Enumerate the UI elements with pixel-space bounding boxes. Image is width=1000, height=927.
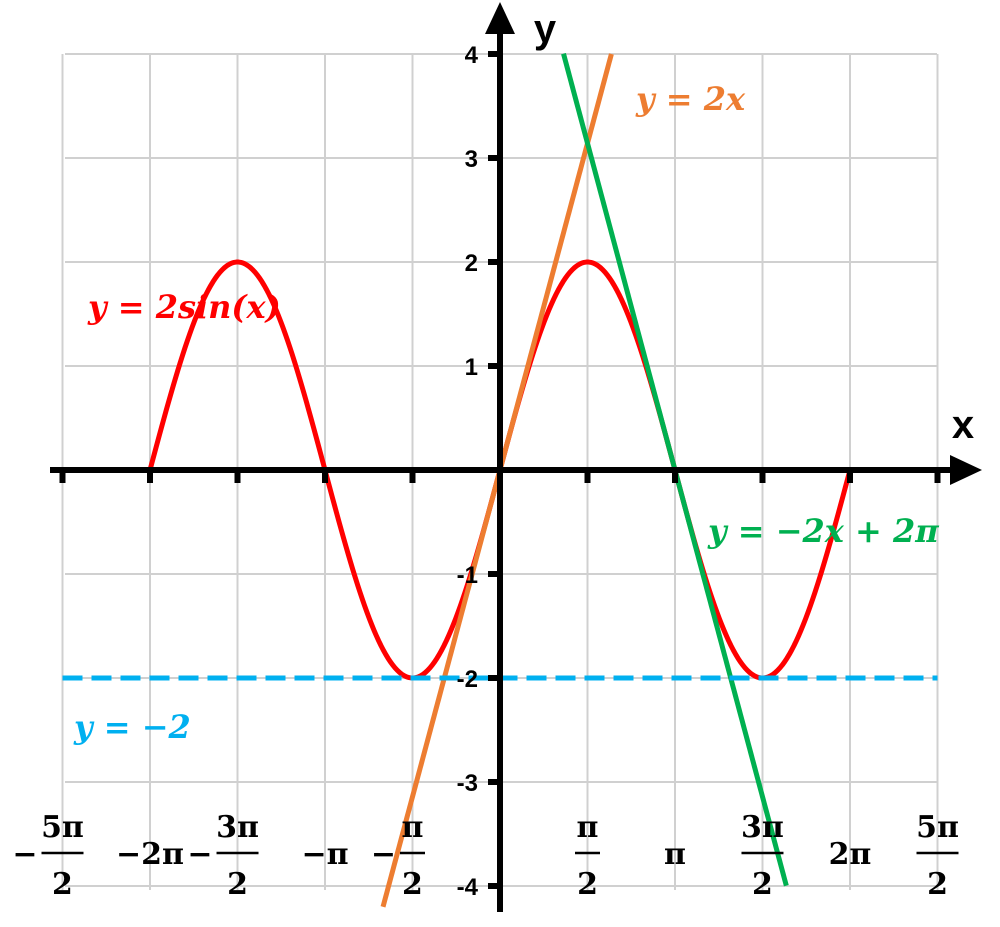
x-tick-denominator: 2 (577, 867, 598, 902)
x-tick-numerator: 3π (741, 810, 784, 845)
x-tick-label: 2π (829, 837, 872, 872)
x-tick-minus: − (12, 837, 37, 872)
x-tick-label: −2π (116, 837, 184, 872)
x-tick-label: −π (301, 837, 348, 872)
y-tick-label: -1 (457, 562, 478, 589)
y-tick-label: -2 (457, 666, 478, 693)
x-tick-denominator: 2 (227, 867, 248, 902)
x-tick-label: π 2− (371, 810, 425, 902)
equation-labels: y = 2sin(x) y = 2x y = −2x + 2π y = −2 (73, 80, 939, 746)
label-y-neg2: y = −2 (73, 708, 191, 746)
label-2x: y = 2x (635, 80, 746, 118)
y-tick-label: 3 (465, 146, 478, 173)
y-tick-label: 2 (465, 250, 478, 277)
y-tick-label: -3 (457, 770, 478, 797)
x-tick-text: 2π (829, 837, 872, 872)
x-tick-numerator: 5π (916, 810, 959, 845)
x-tick-numerator: 5π (41, 810, 84, 845)
x-tick-numerator: π (402, 810, 424, 845)
x-tick-label: 5π 2− (12, 810, 84, 902)
x-axis-label: x (952, 403, 974, 447)
x-tick-label: π2 (575, 810, 601, 902)
label-neg2x-plus-2pi: y = −2x + 2π (707, 512, 939, 550)
x-tick-minus: − (371, 837, 396, 872)
y-axis-label: y (534, 7, 557, 51)
x-tick-label: 5π 2 (916, 810, 959, 902)
y-tick-label: 4 (465, 42, 479, 69)
x-tick-numerator: 3π (216, 810, 259, 845)
y-tick-label: -4 (457, 874, 479, 901)
x-tick-denominator: 2 (752, 867, 773, 902)
x-tick-label: 3π 2 (741, 810, 784, 902)
axes (50, 2, 982, 912)
y-tick-label: 1 (465, 354, 478, 381)
x-tick-text: −2π (116, 837, 184, 872)
x-tick-text: −π (301, 837, 348, 872)
x-tick-denominator: 2 (52, 867, 73, 902)
label-sine: y = 2sin(x) (87, 288, 281, 326)
x-tick-label: π (664, 837, 686, 872)
x-tick-minus: − (187, 837, 212, 872)
y-axis-arrowhead (485, 2, 515, 34)
x-tick-denominator: 2 (402, 867, 423, 902)
x-axis-arrowhead (950, 455, 982, 485)
x-tick-text: π (664, 837, 686, 872)
x-tick-numerator: π (577, 810, 599, 845)
x-tick-denominator: 2 (927, 867, 948, 902)
x-tick-label: 3π 2− (187, 810, 259, 902)
